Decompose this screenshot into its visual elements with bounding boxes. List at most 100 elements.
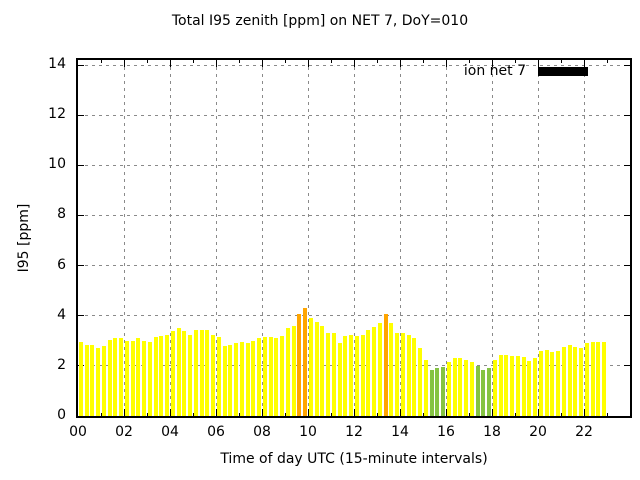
bar-21:45 — [579, 348, 584, 416]
bar-01:30 — [113, 338, 118, 416]
xtick-bottom-4 — [169, 409, 171, 416]
xtick-top-11 — [330, 60, 332, 63]
legend: ion net 7 — [464, 63, 588, 79]
bar-14:45 — [418, 348, 423, 416]
bar-05:30 — [205, 329, 210, 416]
bar-13:30 — [389, 323, 394, 416]
xtick-bottom-7 — [238, 413, 240, 416]
xtick-top-1 — [100, 60, 102, 63]
legend-swatch — [538, 66, 588, 76]
bar-11:45 — [349, 334, 354, 416]
xtick-bottom-8 — [261, 409, 263, 416]
bar-12:45 — [372, 327, 377, 416]
xtick-top-18 — [491, 60, 493, 67]
xtick-top-17 — [468, 60, 470, 63]
gridline-x-14 — [399, 60, 401, 416]
bar-11:00 — [331, 333, 336, 416]
xtick-label-12: 12 — [345, 424, 363, 440]
xtick-bottom-17 — [468, 413, 470, 416]
xtick-bottom-21 — [560, 413, 562, 416]
bar-07:30 — [251, 340, 256, 416]
gridline-x-10 — [307, 60, 309, 416]
xtick-top-20 — [537, 60, 539, 67]
xtick-label-14: 14 — [391, 424, 409, 440]
bar-13:45 — [395, 333, 400, 416]
bar-03:45 — [165, 334, 170, 416]
ytick-left-12 — [78, 114, 84, 116]
ytick-label-14: 14 — [48, 56, 66, 72]
xtick-top-15 — [422, 60, 424, 63]
bar-10:15 — [314, 321, 319, 416]
ytick-label-12: 12 — [48, 106, 66, 123]
xtick-top-10 — [307, 60, 309, 67]
gridline-x-2 — [123, 60, 125, 416]
bar-14:15 — [406, 334, 411, 416]
bar-02:45 — [142, 340, 147, 416]
ytick-label-8: 8 — [57, 206, 66, 223]
bar-20:45 — [556, 350, 561, 416]
xtick-bottom-2 — [123, 409, 125, 416]
xtick-top-21 — [560, 60, 562, 63]
bar-20:30 — [550, 352, 555, 416]
bar-02:30 — [136, 338, 141, 416]
ytick-right-4 — [624, 315, 630, 317]
bar-13:00 — [377, 323, 382, 416]
bar-06:15 — [222, 345, 227, 416]
bar-12:30 — [366, 329, 371, 416]
xtick-top-3 — [146, 60, 148, 63]
bar-01:00 — [101, 345, 106, 416]
bar-21:30 — [573, 347, 578, 416]
xtick-label-02: 02 — [115, 424, 133, 440]
xtick-top-4 — [169, 60, 171, 67]
bar-15:00 — [423, 359, 428, 416]
bar-13:15 — [383, 314, 388, 416]
xtick-label-16: 16 — [437, 424, 455, 440]
bar-08:30 — [274, 338, 279, 416]
ytick-label-0: 0 — [57, 407, 66, 423]
xtick-bottom-14 — [399, 409, 401, 416]
bar-04:00 — [170, 330, 175, 416]
xtick-bottom-15 — [422, 413, 424, 416]
gridline-x-20 — [537, 60, 539, 416]
bar-22:00 — [584, 343, 589, 416]
bar-01:15 — [107, 339, 112, 416]
bar-00:30 — [90, 344, 95, 416]
bar-10:45 — [326, 333, 331, 416]
gridline-x-8 — [261, 60, 263, 416]
bar-20:15 — [544, 349, 549, 416]
gridline-x-12 — [353, 60, 355, 416]
xtick-top-12 — [353, 60, 355, 67]
xtick-top-8 — [261, 60, 263, 67]
bar-18:15 — [498, 354, 503, 416]
ytick-right-14 — [624, 64, 630, 66]
bar-12:15 — [360, 334, 365, 416]
xtick-bottom-10 — [307, 409, 309, 416]
bar-17:00 — [469, 362, 474, 416]
bar-21:00 — [561, 347, 566, 416]
bar-11:15 — [337, 343, 342, 416]
bar-15:15 — [429, 369, 434, 416]
gridline-x-18 — [491, 60, 493, 416]
xtick-top-16 — [445, 60, 447, 67]
ytick-left-8 — [78, 214, 84, 216]
bar-04:30 — [182, 330, 187, 416]
bar-16:45 — [464, 359, 469, 416]
ytick-left-6 — [78, 265, 84, 267]
xtick-bottom-20 — [537, 409, 539, 416]
bar-18:45 — [510, 355, 515, 416]
xtick-label-22: 22 — [575, 424, 593, 440]
ytick-right-6 — [624, 265, 630, 267]
xtick-bottom-1 — [100, 413, 102, 416]
bar-18:30 — [504, 354, 509, 416]
bar-06:30 — [228, 344, 233, 416]
xtick-bottom-3 — [146, 413, 148, 416]
xtick-top-7 — [238, 60, 240, 63]
bar-16:30 — [458, 358, 463, 416]
xtick-top-5 — [192, 60, 194, 63]
bar-03:15 — [153, 337, 158, 416]
xtick-label-10: 10 — [299, 424, 317, 440]
xtick-bottom-5 — [192, 413, 194, 416]
bar-19:30 — [527, 360, 532, 416]
xtick-top-23 — [606, 60, 608, 63]
bar-11:30 — [343, 335, 348, 416]
